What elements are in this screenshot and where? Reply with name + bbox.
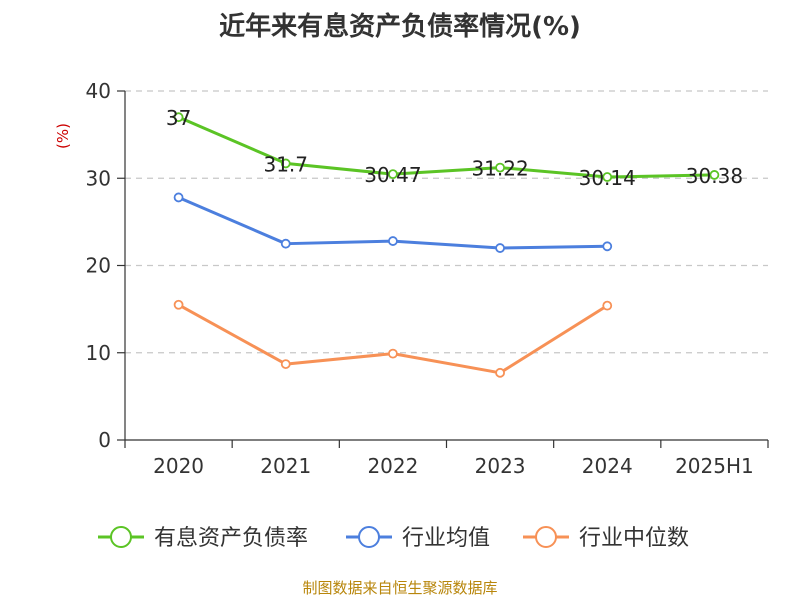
y-tick-label: 30: [86, 166, 111, 190]
data-point: [495, 243, 505, 253]
data-source-note: 制图数据来自恒生聚源数据库: [302, 579, 498, 597]
data-label: 30.47: [364, 163, 421, 187]
x-tick-label: 2021: [260, 454, 311, 478]
x-tick-label: 2022: [367, 454, 418, 478]
x-tick-label: 2024: [582, 454, 633, 478]
series-line: [177, 303, 609, 375]
data-label: 37: [166, 106, 191, 130]
data-point: [602, 172, 613, 182]
data-point: [495, 162, 505, 173]
series-line: [177, 115, 715, 179]
data-point: [602, 300, 613, 311]
data-point: [388, 348, 398, 359]
x-tick-label: 2020: [153, 454, 204, 478]
x-tick-label: 2025H1: [675, 454, 754, 478]
y-tick-label: 0: [98, 428, 111, 452]
y-tick-label: 40: [86, 79, 111, 103]
legend-label: 行业均值: [402, 526, 490, 551]
y-tick-label: 10: [86, 341, 111, 365]
data-point: [388, 236, 398, 246]
data-point: [495, 367, 505, 378]
data-point: [280, 238, 291, 249]
data-point: [602, 241, 613, 252]
legend-label: 行业中位数: [579, 526, 689, 551]
legend-marker: [358, 526, 380, 548]
data-label: 31.22: [471, 157, 528, 181]
legend-marker: [110, 526, 132, 548]
data-point: [280, 359, 291, 369]
chart-title: 近年来有息资产负债率情况(%): [219, 12, 581, 42]
legend-label: 有息资产负债率: [154, 526, 308, 551]
data-point: [173, 299, 184, 310]
data-label: 30.38: [686, 164, 743, 188]
legend-marker: [535, 526, 557, 548]
y-tick-label: 20: [86, 254, 111, 278]
data-point: [173, 192, 184, 203]
data-point: [173, 112, 184, 123]
data-label: 30.14: [579, 166, 636, 190]
data-point: [388, 169, 398, 180]
data-point: [280, 158, 291, 169]
data-label: 31.7: [263, 152, 308, 176]
data-point: [709, 170, 720, 180]
x-tick-label: 2023: [475, 454, 526, 478]
